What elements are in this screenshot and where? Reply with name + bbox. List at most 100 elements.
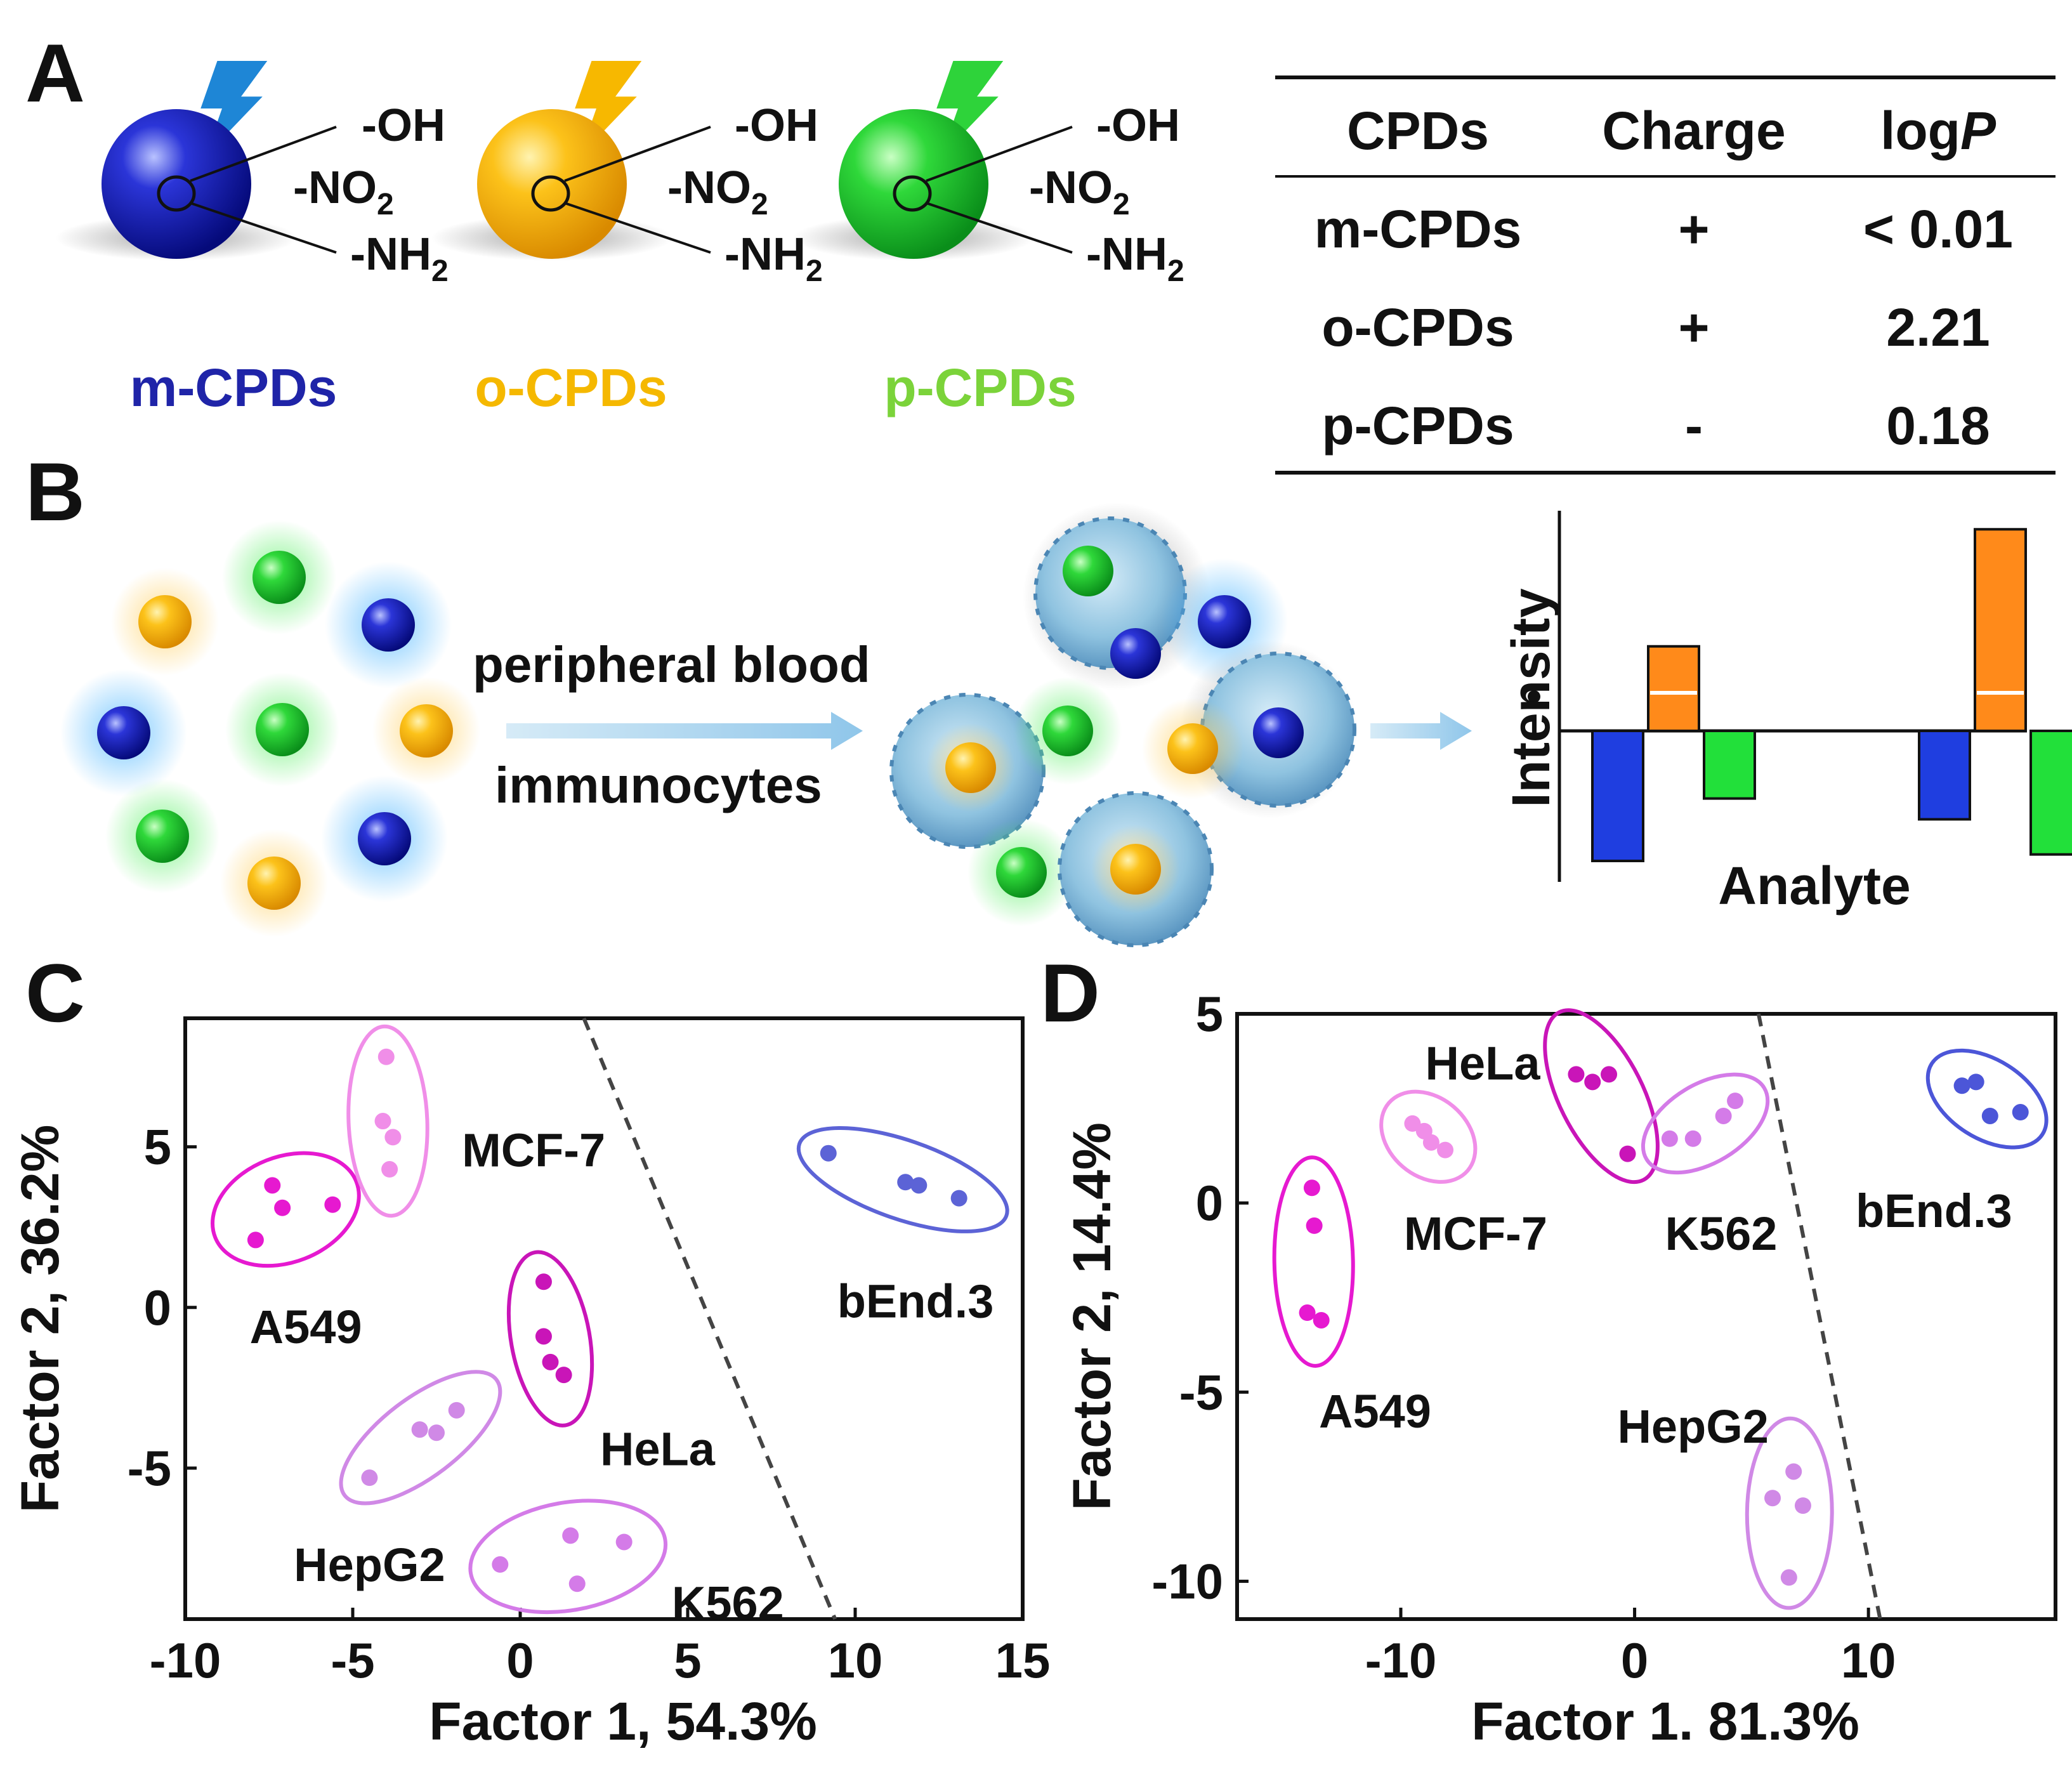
data-point: [381, 1161, 398, 1178]
flow-arrow-icon: [1370, 712, 1472, 750]
data-point: [820, 1145, 837, 1162]
cluster-label: A549: [1319, 1385, 1431, 1438]
cluster-label: bEnd.3: [837, 1275, 994, 1328]
cluster-hepg2: [1745, 1416, 1834, 1610]
data-point: [1780, 1569, 1797, 1586]
data-point: [1404, 1115, 1421, 1132]
data-point: [384, 1129, 402, 1146]
data-point: [1727, 1093, 1744, 1110]
intensity-bar-2-p: [2029, 730, 2072, 856]
group-oh-label: -OH: [735, 100, 818, 151]
panel-letter-b: B: [25, 445, 85, 538]
data-point: [1953, 1077, 1970, 1094]
cluster-label: HepG2: [294, 1539, 445, 1591]
data-point: [1584, 1073, 1601, 1091]
x-tick-label: 0: [506, 1632, 534, 1688]
cluster-label: HeLa: [600, 1423, 716, 1476]
immunocyte-cluster: [889, 502, 1358, 947]
properties-table: CPDs Charge logP m-CPDs + < 0.01 o-CPDs …: [1275, 75, 2056, 475]
cluster-ellipse: [506, 1250, 594, 1427]
group-no2-label: -NO2: [293, 162, 394, 221]
panel-letter-a: A: [25, 27, 85, 119]
data-point: [542, 1353, 559, 1370]
table-header-charge: Charge: [1602, 101, 1785, 161]
x-tick-label: 10: [828, 1632, 883, 1688]
cluster-label: K562: [672, 1577, 784, 1630]
group-nh2-label: -NH2: [1086, 229, 1184, 288]
data-point: [1785, 1463, 1802, 1480]
data-point: [1619, 1145, 1636, 1162]
data-point: [1303, 1179, 1320, 1197]
table-row: o-CPDs + 2.21: [1321, 298, 1990, 357]
table-cell-charge: +: [1678, 298, 1709, 357]
data-point: [377, 1048, 395, 1065]
probe-name-m-cpds: m-CPDs: [130, 358, 338, 417]
cluster-label: K562: [1665, 1207, 1777, 1260]
x-tick-label: -10: [1365, 1632, 1437, 1688]
y-axis-label: Factor 2, 14.4%: [1062, 1122, 1122, 1511]
data-point: [555, 1367, 572, 1384]
pca-plot-d: -10 0 10 -10 -5 0 5 Factor 1. 81.3% Factor 2, 14…: [1062, 986, 2057, 1751]
data-point: [2012, 1104, 2029, 1121]
intensity-bar-1-p: [1703, 730, 1756, 800]
table-row: p-CPDs - 0.18: [1321, 396, 1990, 456]
cluster-mcf-7: [1379, 1089, 1478, 1184]
cluster-divider-line: [582, 1017, 837, 1620]
intensity-x-label: Analyte: [1718, 856, 1910, 916]
data-point: [1794, 1497, 1811, 1514]
group-no2-label: -NO2: [667, 162, 768, 221]
data-point: [1299, 1304, 1316, 1322]
group-oh-label: -OH: [362, 100, 445, 151]
cluster-label: HeLa: [1426, 1037, 1541, 1090]
probe-m-cpds-illustration: -OH -NO2 -NH2: [56, 61, 449, 288]
data-point: [492, 1556, 509, 1573]
y-tick-label: -10: [1151, 1553, 1223, 1609]
y-tick-label: 0: [144, 1280, 171, 1336]
data-point: [361, 1469, 378, 1487]
cluster-ellipse: [339, 1370, 502, 1506]
cluster-divider-line: [1756, 1013, 1882, 1620]
panel-letter-c: C: [25, 947, 85, 1039]
cluster-label: bEnd.3: [1856, 1185, 2012, 1237]
probe-mixture-ring: [60, 520, 480, 937]
group-oh-label: -OH: [1096, 100, 1180, 151]
data-point: [324, 1196, 341, 1213]
table-cell-charge: -: [1685, 396, 1703, 456]
table-cell-logp: < 0.01: [1863, 199, 2013, 259]
intensity-schematic-chart: Intensity Analyte: [1501, 511, 2072, 916]
carbon-dot-sphere-icon: [477, 109, 627, 259]
cluster-a549: [1272, 1155, 1355, 1368]
y-tick-label: 5: [144, 1119, 171, 1175]
plot-frame: [183, 1016, 1025, 1621]
x-axis-label: Factor 1. 81.3%: [1471, 1691, 1859, 1751]
data-point: [1437, 1141, 1454, 1158]
data-point: [897, 1174, 914, 1191]
cluster-ellipse: [468, 1499, 668, 1615]
cluster-ellipse: [1543, 1008, 1660, 1185]
cluster-ellipse: [1641, 1072, 1770, 1175]
data-point: [562, 1527, 579, 1544]
data-point: [428, 1424, 445, 1441]
group-nh2-label: -NH2: [725, 229, 823, 288]
cluster-ellipse: [1379, 1089, 1478, 1184]
flow-label-immunocytes: immunocytes: [495, 757, 822, 813]
cluster-hela: [506, 1250, 594, 1427]
data-point: [374, 1113, 391, 1130]
cluster-a549: [211, 1151, 361, 1268]
cluster-ellipse: [796, 1126, 1009, 1233]
cluster-ellipse: [1272, 1155, 1355, 1368]
cluster-ellipse: [1925, 1048, 2049, 1150]
intensity-bar-1-o: [1647, 645, 1700, 732]
table-header-cpds: CPDs: [1347, 101, 1489, 161]
table-cell-logp: 0.18: [1886, 396, 1990, 456]
data-point: [274, 1199, 291, 1216]
flow-label-peripheral-blood: peripheral blood: [473, 636, 870, 693]
intensity-bar-2-o: [1974, 528, 2027, 732]
x-tick-label: -10: [150, 1632, 221, 1688]
probe-name-o-cpds: o-CPDs: [475, 358, 667, 417]
panel-letter-d: D: [1040, 947, 1100, 1039]
probe-name-p-cpds: p-CPDs: [884, 358, 1076, 417]
cluster-k562: [1641, 1072, 1770, 1175]
